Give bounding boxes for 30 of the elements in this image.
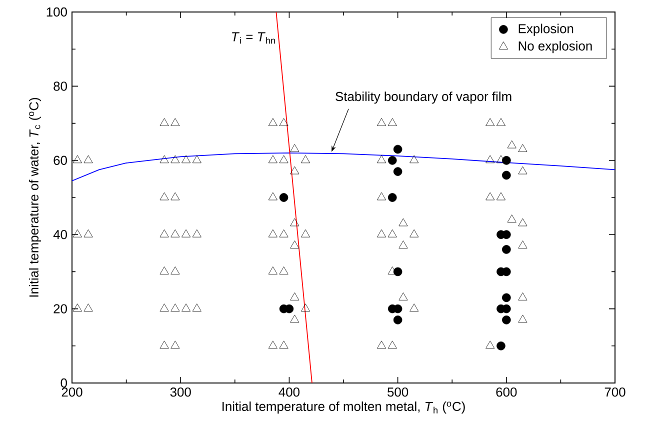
point <box>502 170 511 180</box>
y-tick-label: 20 <box>54 304 67 314</box>
point <box>279 193 288 202</box>
line-series <box>72 152 616 182</box>
legend-label: No explosion <box>518 41 592 54</box>
point <box>388 193 397 202</box>
x-tick-label: 400 <box>278 388 300 397</box>
y-tick-label: 40 <box>53 230 67 240</box>
point <box>388 156 397 165</box>
legend-label: Explosion <box>518 24 574 36</box>
point <box>496 342 506 350</box>
x-tick-label: 500 <box>388 388 408 397</box>
annotation: Stability boundary of vapor film <box>336 92 512 104</box>
x-tick-label: 700 <box>604 388 626 397</box>
point <box>393 167 402 176</box>
x-tick-label: 200 <box>62 388 82 397</box>
y-tick-label: 100 <box>46 7 67 17</box>
x-axis-title: Initial temperature of molten metal, T$_{h}$ ($^{o}$C) <box>222 402 465 414</box>
y-tick-label: 0 <box>60 378 67 388</box>
annotation: T$_{i}$ = T$_{hn}$ <box>232 32 275 44</box>
y-axis-title: Initial temperature of water, T$_{c}$ ($^{o}$C) <box>28 98 42 297</box>
x-tick-label: 600 <box>496 388 517 397</box>
point <box>502 293 511 302</box>
point <box>502 245 511 254</box>
y-tick-label: 80 <box>54 82 67 91</box>
point <box>393 316 402 324</box>
x-tick-label: 300 <box>170 388 191 397</box>
point <box>393 144 402 154</box>
point <box>502 316 511 324</box>
y-tick-label: 60 <box>54 156 67 165</box>
